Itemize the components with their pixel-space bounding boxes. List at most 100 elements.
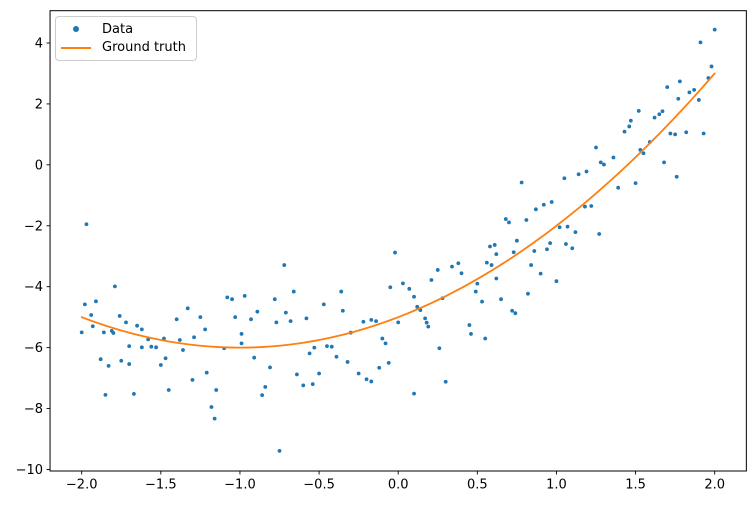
- scatter-point: [119, 358, 124, 363]
- scatter-point: [263, 385, 268, 389]
- scatter-point: [204, 370, 209, 375]
- scatter-point: [652, 115, 657, 120]
- scatter-point: [174, 317, 179, 322]
- scatter-point: [334, 354, 339, 359]
- scatter-point: [641, 151, 646, 156]
- scatter-point: [545, 247, 549, 252]
- scatter-point: [475, 281, 480, 286]
- scatter-point: [657, 112, 662, 117]
- scatter-point: [230, 297, 234, 302]
- scatter-point: [329, 344, 334, 349]
- scatter-point: [538, 271, 543, 276]
- scatter-point: [423, 316, 427, 321]
- scatter-point: [412, 391, 416, 396]
- scatter-point: [369, 379, 374, 384]
- scatter-point: [101, 330, 106, 335]
- scatter-point: [524, 218, 529, 222]
- scatter-point: [401, 281, 405, 286]
- scatter-point: [103, 392, 108, 397]
- scatter-point: [665, 85, 670, 90]
- scatter-point: [529, 263, 534, 267]
- scatter-point: [519, 180, 524, 185]
- scatter-point: [548, 241, 553, 246]
- scatter-point: [260, 393, 265, 398]
- scatter-point: [377, 365, 382, 370]
- scatter-point: [412, 294, 416, 299]
- scatter-point: [361, 319, 366, 324]
- scatter-point: [549, 200, 554, 204]
- scatter-point: [622, 129, 627, 134]
- legend-entry-ground-truth: Ground truth: [60, 40, 190, 57]
- scatter-point: [673, 132, 678, 137]
- scatter-point: [483, 336, 488, 341]
- scatter-point: [489, 263, 494, 267]
- data-dot-icon: [73, 26, 79, 33]
- scatter-point: [295, 372, 299, 377]
- scatter-point: [662, 160, 666, 165]
- scatter-point: [429, 278, 434, 282]
- scatter-point: [214, 388, 219, 392]
- scatter-point: [424, 320, 429, 325]
- scatter-point: [576, 172, 581, 177]
- scatter-point: [562, 176, 567, 181]
- scatter-point: [701, 131, 706, 136]
- scatter-point: [467, 323, 472, 327]
- scatter-point: [598, 160, 603, 165]
- scatter-point: [212, 416, 217, 421]
- scatter-point: [340, 308, 345, 313]
- scatter-point: [573, 230, 578, 235]
- scatter-point: [484, 260, 489, 265]
- scatter-point: [469, 332, 473, 336]
- scatter-point: [163, 356, 168, 361]
- scatter-point: [636, 109, 641, 113]
- scatter-point: [124, 320, 128, 325]
- scatter-point: [583, 204, 587, 209]
- scatter-point: [513, 311, 518, 316]
- scatter-point: [450, 264, 454, 269]
- scatter-point: [345, 360, 350, 364]
- plot-border: [49, 10, 747, 472]
- scatter-point: [435, 268, 440, 272]
- scatter-point: [459, 271, 464, 276]
- scatter-point: [185, 306, 190, 311]
- scatter-point: [668, 131, 673, 136]
- scatter-point: [317, 371, 321, 376]
- scatter-point: [456, 261, 461, 266]
- scatter-point: [696, 98, 701, 102]
- scatter-point: [380, 336, 385, 341]
- scatter-point: [249, 317, 253, 322]
- scatter-point: [198, 315, 203, 320]
- scatter-point: [288, 319, 293, 324]
- scatter-point: [252, 355, 257, 360]
- scatter-point: [488, 244, 492, 249]
- scatter-point: [255, 309, 260, 314]
- scatter-point: [339, 289, 344, 294]
- scatter-point: [84, 222, 89, 227]
- scatter-point: [676, 96, 681, 101]
- scatter-point: [242, 293, 247, 298]
- y-tick-label: 4: [35, 36, 43, 51]
- scatter-point: [494, 276, 499, 281]
- scatter-point: [415, 304, 420, 309]
- scatter-point: [712, 27, 717, 32]
- scatter-point: [532, 249, 537, 253]
- scatter-point: [106, 364, 111, 368]
- scatter-point: [139, 327, 144, 332]
- y-tick-label: −6: [24, 341, 43, 356]
- scatter-point: [616, 185, 621, 190]
- x-tick-label: 0.0: [388, 478, 409, 493]
- legend-label-ground-truth: Ground truth: [102, 40, 186, 56]
- y-tick-label: −10: [16, 463, 43, 478]
- scatter-point: [181, 348, 185, 352]
- scatter-point: [692, 88, 697, 92]
- scatter-point: [192, 335, 196, 340]
- scatter-point: [268, 365, 272, 370]
- scatter-point: [687, 90, 692, 95]
- legend: Data Ground truth: [55, 16, 197, 61]
- scatter-point: [698, 40, 703, 45]
- scatter-point: [113, 284, 117, 289]
- scatter-point: [135, 323, 139, 328]
- scatter-point: [304, 316, 309, 321]
